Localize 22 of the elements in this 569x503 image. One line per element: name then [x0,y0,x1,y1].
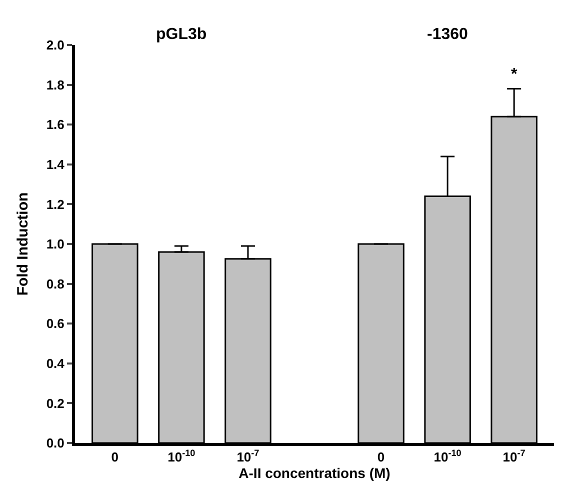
text: pGL3b [156,26,207,43]
x-tick-label: 10$^{-7}$ [236,448,260,465]
y-tick-label: 2.0 [46,38,64,53]
x-tick-label: 10$^{-7}$ [502,448,526,465]
y-tick-label: 0.4 [46,356,66,371]
text: -1360 [427,26,468,43]
y-tick-label: 0.8 [46,276,64,292]
x-axis-title: A-II concentrations (M) [238,464,390,481]
x-tick-label: 10$^{-10}$ [434,448,462,465]
y-tick-label: 0.0 [46,436,64,451]
x-tick-label: 0 [111,450,119,465]
y-tick-label: 1.2 [46,196,64,212]
y-tick-label: 1.6 [46,117,64,132]
y-tick-label: 1.4 [46,156,66,172]
x-tick-label: 10$^{-10}$ [168,448,196,465]
y-tick-label: 1.0 [46,236,64,252]
x-tick-label: 0 [377,450,385,465]
y-tick-label: 1.8 [46,77,64,92]
y-tick-label: 0.2 [46,396,64,411]
annotation: * [511,66,518,83]
y-axis-title: Fold Induction [14,192,32,296]
y-tick-label: 0.6 [46,316,64,332]
